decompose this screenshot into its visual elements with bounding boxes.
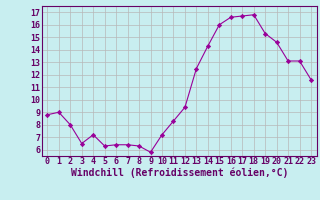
X-axis label: Windchill (Refroidissement éolien,°C): Windchill (Refroidissement éolien,°C) — [70, 168, 288, 178]
